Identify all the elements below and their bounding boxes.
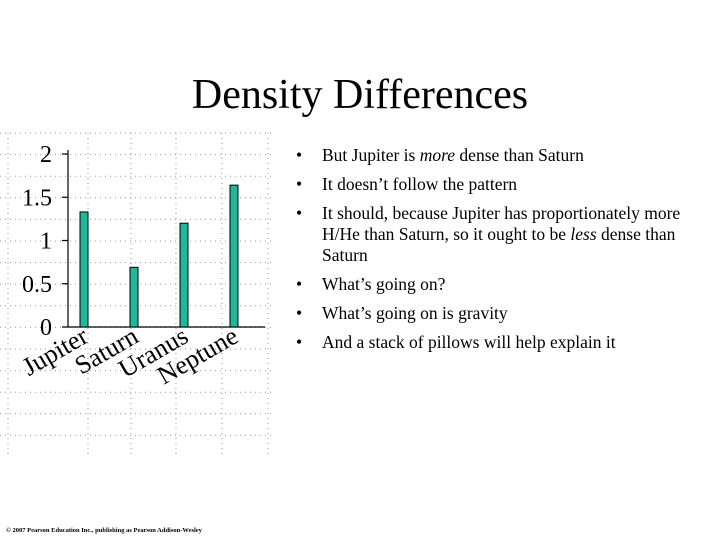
bullet-emphasis: less bbox=[570, 224, 597, 244]
bar-uranus bbox=[179, 222, 189, 328]
bullet-list: • But Jupiter is more dense than Saturn • I… bbox=[296, 145, 696, 361]
bullet-item: • And a stack of pillows will help explai… bbox=[296, 332, 696, 353]
bullet-item: • What’s going on is gravity bbox=[296, 303, 696, 324]
chart-bars bbox=[79, 184, 239, 328]
bar-saturn bbox=[129, 266, 139, 328]
bullet-text: dense than Saturn bbox=[322, 224, 676, 265]
bullet-dot: • bbox=[296, 174, 303, 194]
y-tick-label: 0.5 bbox=[22, 272, 52, 298]
bullet-text: It doesn’t follow the pattern bbox=[322, 174, 518, 194]
bar-jupiter bbox=[79, 211, 89, 328]
bullet-text: But Jupiter is bbox=[322, 145, 420, 165]
bullet-item: • What’s going on? bbox=[296, 274, 696, 295]
bullet-item: • But Jupiter is more dense than Saturn bbox=[296, 145, 696, 166]
bullet-emphasis: more bbox=[419, 145, 456, 165]
bullet-item: • It should, because Jupiter has proporti… bbox=[296, 203, 696, 266]
chart-gridlines bbox=[0, 132, 272, 457]
y-tick-label: 2 bbox=[40, 142, 52, 168]
slide-title: Density Differences bbox=[191, 72, 529, 118]
bullet-text: What’s going on is gravity bbox=[322, 303, 508, 323]
bullet-dot: • bbox=[296, 274, 303, 294]
bullet-text: What’s going on? bbox=[322, 274, 446, 294]
bullet-text: And a stack of pillows will help explain… bbox=[322, 332, 616, 352]
bar-neptune bbox=[229, 184, 239, 328]
y-tick-label: 1 bbox=[40, 229, 52, 255]
bullet-item: • It doesn’t follow the pattern bbox=[296, 174, 696, 195]
y-tick-label: 1.5 bbox=[22, 185, 52, 211]
bullet-text: dense than Saturn bbox=[455, 145, 584, 165]
bullet-dot: • bbox=[296, 203, 303, 223]
bullet-dot: • bbox=[296, 303, 303, 323]
y-tick-label: 0 bbox=[40, 315, 52, 341]
bullet-dot: • bbox=[296, 145, 303, 165]
bullet-text: It should, because Jupiter has proportio… bbox=[322, 203, 681, 244]
bullet-dot: • bbox=[296, 332, 303, 352]
chart-y-ticks: 0 0.5 1 1.5 2 bbox=[22, 142, 68, 341]
copyright-notice: © 2007 Pearson Education Inc., publishin… bbox=[6, 527, 202, 534]
